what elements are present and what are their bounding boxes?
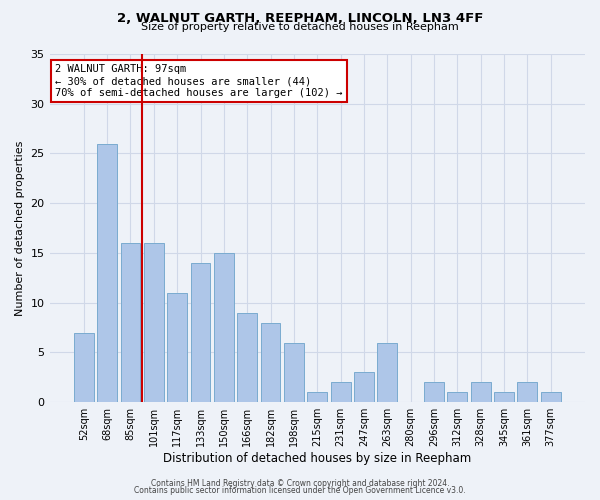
Bar (260, 322, 280, 402)
Text: Size of property relative to detached houses in Reepham: Size of property relative to detached ho… (141, 22, 459, 32)
Bar (284, 342, 304, 402)
Bar (307, 392, 327, 402)
Bar (331, 382, 350, 402)
Y-axis label: Number of detached properties: Number of detached properties (15, 140, 25, 316)
Text: 2 WALNUT GARTH: 97sqm
← 30% of detached houses are smaller (44)
70% of semi-deta: 2 WALNUT GARTH: 97sqm ← 30% of detached … (55, 64, 343, 98)
X-axis label: Distribution of detached houses by size in Reepham: Distribution of detached houses by size … (163, 452, 472, 465)
Bar (494, 392, 514, 402)
Text: Contains HM Land Registry data © Crown copyright and database right 2024.: Contains HM Land Registry data © Crown c… (151, 478, 449, 488)
Bar (74, 332, 94, 402)
Bar (377, 342, 397, 402)
Bar (517, 382, 538, 402)
Bar (121, 243, 140, 402)
Bar (424, 382, 444, 402)
Bar (214, 253, 234, 402)
Bar (471, 382, 491, 402)
Bar (97, 144, 117, 402)
Bar (191, 263, 211, 402)
Bar (541, 392, 560, 402)
Text: Contains public sector information licensed under the Open Government Licence v3: Contains public sector information licen… (134, 486, 466, 495)
Bar (354, 372, 374, 402)
Bar (167, 293, 187, 402)
Bar (448, 392, 467, 402)
Bar (144, 243, 164, 402)
Bar (238, 312, 257, 402)
Text: 2, WALNUT GARTH, REEPHAM, LINCOLN, LN3 4FF: 2, WALNUT GARTH, REEPHAM, LINCOLN, LN3 4… (117, 12, 483, 24)
